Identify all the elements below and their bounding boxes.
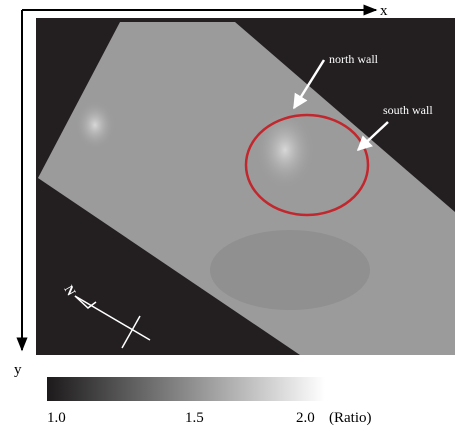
annotation-label: south wall — [383, 103, 433, 117]
bright-region — [255, 110, 315, 190]
annotation-label: north wall — [329, 52, 379, 66]
colorbar-tick-label: 1.0 — [47, 410, 66, 426]
figure: x y north wall south wall N 1.0 1.5 2.0 … — [0, 0, 459, 429]
dark-region — [210, 230, 370, 310]
colorbar-unit: (Ratio) — [329, 410, 372, 426]
y-axis-label: y — [14, 362, 22, 378]
x-axis-label: x — [380, 3, 388, 19]
bright-region — [75, 100, 115, 150]
colorbar-tick-label: 2.0 — [296, 410, 315, 426]
colorbar — [47, 377, 325, 401]
colorbar-tick-label: 1.5 — [185, 410, 204, 426]
